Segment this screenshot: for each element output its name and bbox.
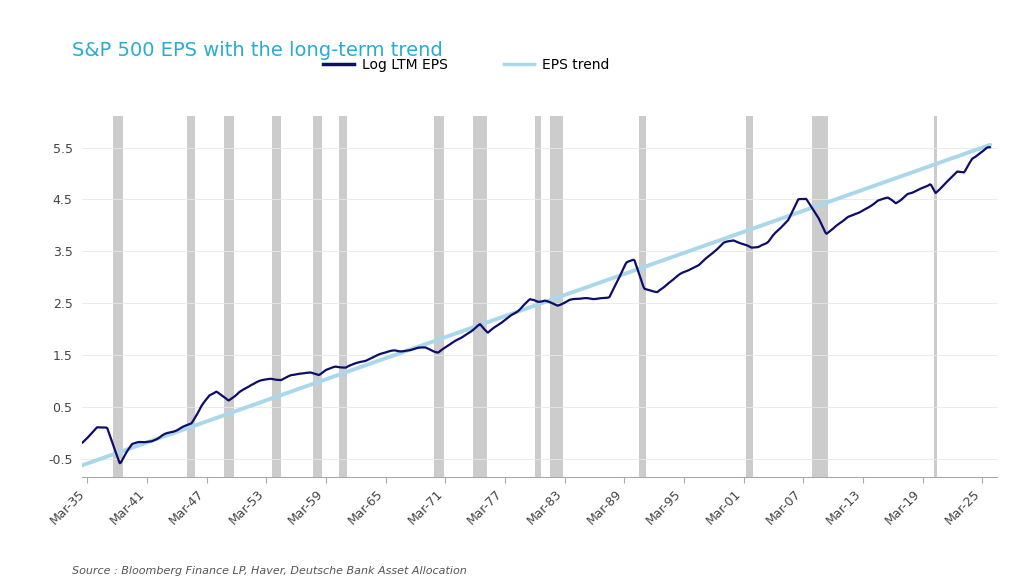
Bar — [745, 116, 752, 477]
Bar — [187, 116, 194, 477]
Bar — [272, 116, 281, 477]
Bar — [933, 116, 938, 477]
Bar — [113, 116, 123, 477]
Bar — [473, 116, 487, 477]
Bar — [313, 116, 322, 477]
Bar — [224, 116, 234, 477]
Bar — [535, 116, 541, 477]
Bar — [550, 116, 562, 477]
Bar — [339, 116, 346, 477]
Legend: Log LTM EPS, EPS trend: Log LTM EPS, EPS trend — [323, 58, 610, 72]
Bar — [639, 116, 647, 477]
Bar — [434, 116, 444, 477]
Bar — [812, 116, 829, 477]
Text: S&P 500 EPS with the long-term trend: S&P 500 EPS with the long-term trend — [72, 41, 443, 60]
Text: Source : Bloomberg Finance LP, Haver, Deutsche Bank Asset Allocation: Source : Bloomberg Finance LP, Haver, De… — [72, 566, 467, 576]
